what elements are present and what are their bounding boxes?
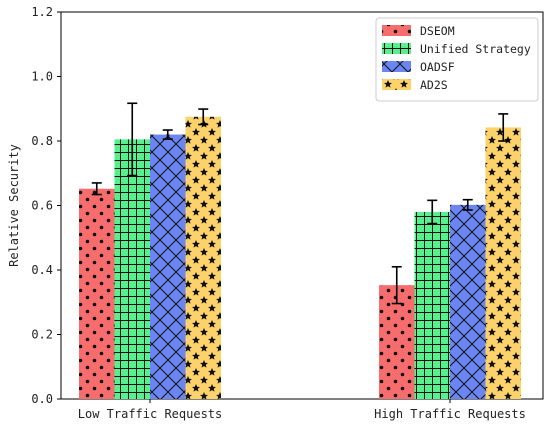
bar-hatch (185, 116, 221, 399)
legend-swatch-hatch (382, 43, 411, 54)
legend-label: Unified Strategy (420, 42, 531, 56)
bar-hatch (150, 134, 186, 400)
y-axis-label-group: Relative Security (7, 144, 21, 267)
bar-hatch (114, 139, 150, 399)
y-tick-label: 1.0 (31, 70, 53, 84)
x-tick-label: High Traffic Requests (374, 407, 526, 421)
ticks: 0.0 0.2 0.4 0.6 0.8 1.0 1.2 Low Traffic Request… (31, 5, 526, 421)
legend-swatch-hatch (382, 61, 411, 72)
y-tick-label: 0.6 (31, 199, 53, 213)
y-tick-label: 0.4 (31, 263, 53, 277)
y-tick-label: 0.0 (31, 392, 53, 406)
legend-swatch-hatch (382, 79, 411, 90)
legend-label: AD2S (420, 78, 448, 92)
legend-label: OADSF (420, 60, 455, 74)
bars (79, 116, 521, 400)
bar-hatch (79, 188, 115, 399)
bar-hatch (485, 127, 521, 399)
legend: DSEOM Unified Strategy OADSF AD2S (375, 17, 539, 102)
y-tick-label: 0.2 (31, 328, 53, 342)
x-tick-label: Low Traffic Requests (78, 407, 223, 421)
y-axis-label: Relative Security (7, 144, 21, 267)
y-tick-label: 0.8 (31, 134, 53, 148)
legend-swatch-hatch (382, 25, 411, 36)
y-tick-label: 1.2 (31, 5, 53, 19)
error-bars (91, 102, 509, 305)
bar-hatch (414, 211, 450, 399)
legend-label: DSEOM (420, 24, 455, 38)
bar-hatch (450, 204, 486, 399)
legend-box (375, 17, 539, 102)
